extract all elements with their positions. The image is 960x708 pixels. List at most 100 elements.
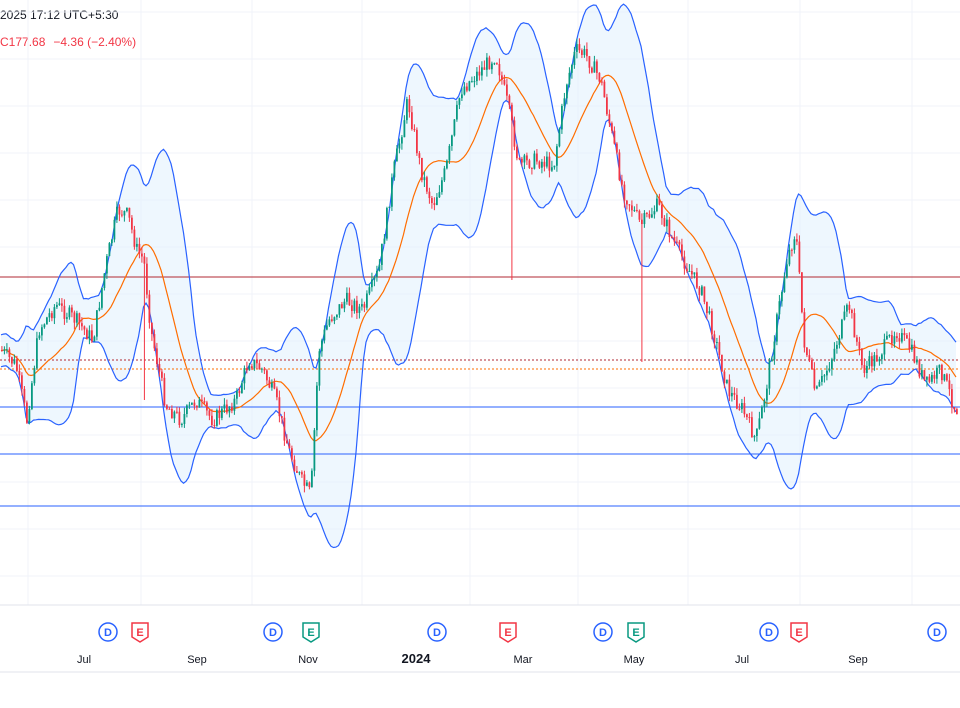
candle xyxy=(218,405,221,425)
candle xyxy=(571,63,573,79)
x-tick-label: Nov xyxy=(298,654,318,666)
candle xyxy=(503,74,506,86)
candle xyxy=(323,325,326,344)
candle xyxy=(538,160,541,170)
candle xyxy=(863,358,866,378)
candle xyxy=(438,185,441,199)
candle xyxy=(446,159,448,170)
dividend-marker[interactable]: D xyxy=(927,622,947,642)
candle xyxy=(468,80,471,92)
candle xyxy=(221,406,223,421)
candle xyxy=(441,177,443,195)
dividend-marker[interactable]: D xyxy=(263,622,283,642)
candle xyxy=(871,352,873,373)
candle xyxy=(676,236,678,245)
candle xyxy=(216,408,218,427)
candle xyxy=(548,152,551,178)
svg-text:D: D xyxy=(269,627,277,639)
candle xyxy=(896,332,898,343)
candle xyxy=(521,156,523,167)
candle xyxy=(28,405,31,425)
dividend-marker[interactable]: D xyxy=(759,622,779,642)
candle xyxy=(228,406,231,418)
dividend-marker[interactable]: D xyxy=(593,622,613,642)
candle xyxy=(26,400,28,424)
candle xyxy=(346,287,348,305)
candle xyxy=(56,301,58,309)
candle xyxy=(103,273,106,291)
candle xyxy=(281,416,283,424)
candle xyxy=(351,299,353,318)
earnings-marker[interactable]: E xyxy=(627,622,645,643)
candle xyxy=(126,207,128,213)
candle xyxy=(803,308,806,353)
candle xyxy=(261,367,263,373)
candle xyxy=(293,455,296,472)
candle xyxy=(91,324,93,343)
earnings-marker[interactable]: E xyxy=(302,622,320,643)
candle xyxy=(883,333,886,360)
candle xyxy=(516,144,518,161)
candle xyxy=(946,373,948,382)
candle xyxy=(851,308,853,319)
candle xyxy=(816,385,818,390)
candle xyxy=(373,275,376,287)
candle xyxy=(931,372,933,384)
candle xyxy=(561,103,563,134)
candle xyxy=(903,328,906,341)
candle xyxy=(398,138,401,154)
candle xyxy=(683,250,686,275)
candle xyxy=(511,102,513,280)
candle xyxy=(681,238,683,261)
candle xyxy=(71,304,73,318)
candle xyxy=(801,272,803,314)
candle xyxy=(358,303,361,319)
candle xyxy=(6,343,8,354)
dividend-marker[interactable]: D xyxy=(427,622,447,642)
candle xyxy=(953,406,956,413)
candle xyxy=(621,174,623,187)
candle xyxy=(581,48,583,59)
candle xyxy=(856,334,858,346)
candle xyxy=(481,61,483,81)
svg-text:D: D xyxy=(765,627,773,639)
candle xyxy=(616,142,618,155)
candle xyxy=(893,331,896,348)
earnings-marker[interactable]: E xyxy=(790,622,808,643)
candle xyxy=(518,157,521,161)
x-tick-label: Jul xyxy=(77,654,91,666)
candle xyxy=(728,374,731,402)
candle xyxy=(861,348,863,369)
candle xyxy=(21,372,23,396)
candle xyxy=(811,357,813,370)
candle xyxy=(291,445,293,462)
candle xyxy=(456,100,458,122)
candle xyxy=(38,332,41,340)
candle xyxy=(121,210,123,218)
candle xyxy=(508,94,511,110)
candle xyxy=(528,158,531,169)
candle xyxy=(151,322,153,341)
candle xyxy=(848,301,851,314)
candle xyxy=(338,304,341,318)
candle xyxy=(98,301,101,312)
candle xyxy=(556,143,558,172)
candle xyxy=(666,213,668,233)
candle xyxy=(821,369,823,386)
candle xyxy=(61,298,63,312)
candle xyxy=(321,338,323,357)
earnings-marker[interactable]: E xyxy=(131,622,149,643)
dividend-marker[interactable]: D xyxy=(98,622,118,642)
candle xyxy=(233,394,236,415)
candle xyxy=(928,374,931,384)
candle xyxy=(878,356,881,366)
candle xyxy=(43,323,46,329)
candle xyxy=(841,318,843,340)
candle xyxy=(283,411,286,446)
x-tick-label: Jul xyxy=(735,654,749,666)
candle xyxy=(173,410,176,423)
candle xyxy=(408,95,411,118)
earnings-marker[interactable]: E xyxy=(499,622,517,643)
candle xyxy=(536,149,538,165)
